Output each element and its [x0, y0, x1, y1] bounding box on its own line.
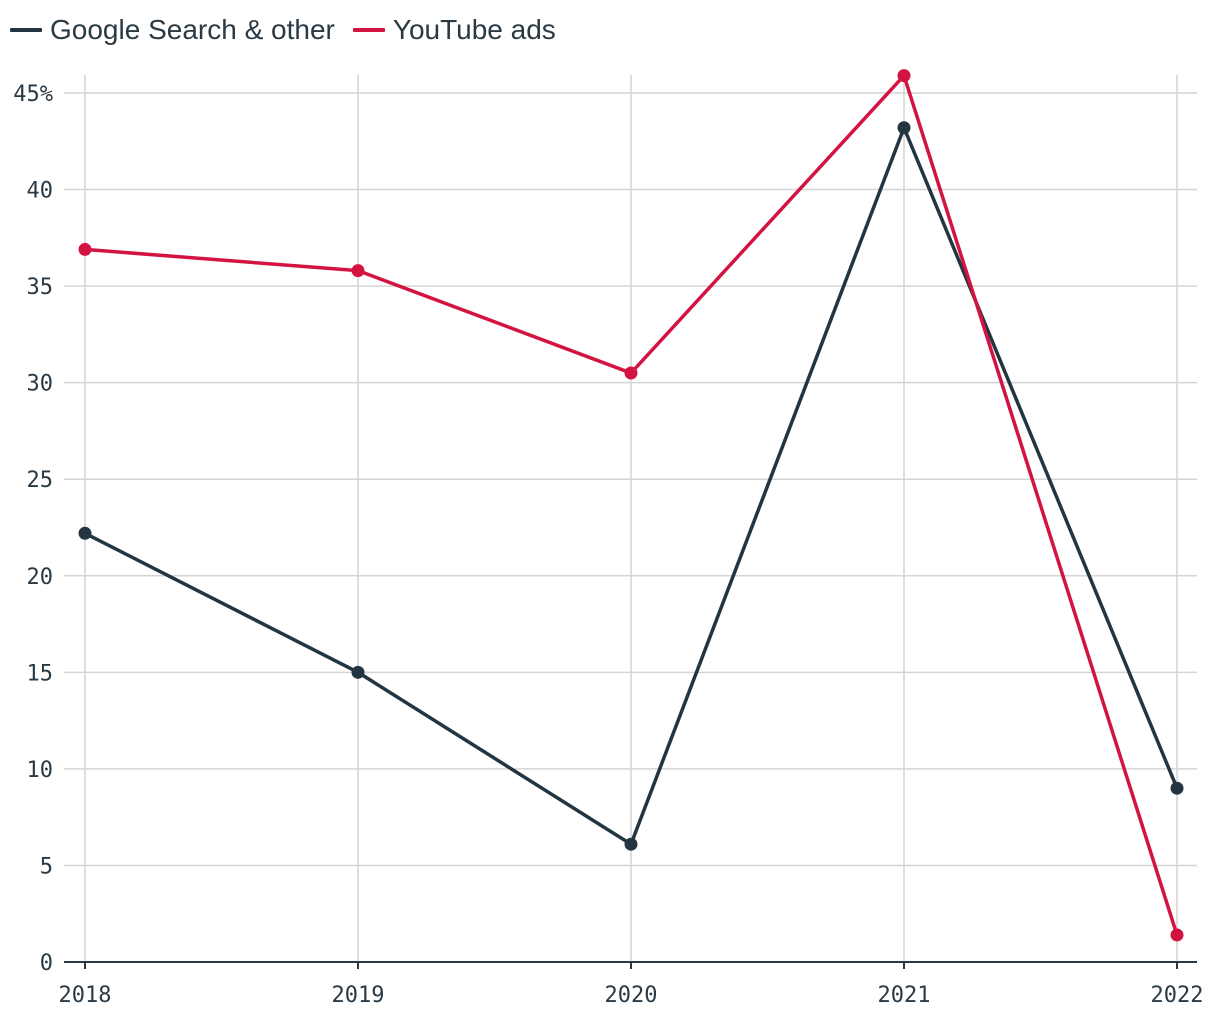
legend-item-google: Google Search & other	[10, 14, 335, 46]
legend-label-google: Google Search & other	[50, 14, 335, 45]
x-tick-label: 2018	[59, 983, 112, 1008]
legend-label-youtube: YouTube ads	[392, 14, 556, 45]
legend-item-youtube: YouTube ads	[352, 14, 556, 46]
y-tick-label: 45%	[13, 82, 53, 107]
x-tick-label: 2020	[605, 983, 658, 1008]
y-tick-label: 20	[27, 565, 54, 590]
y-tick-label: 25	[27, 468, 54, 493]
legend-swatch-google	[10, 28, 42, 32]
y-tick-label: 15	[27, 661, 54, 686]
data-point-series-1	[78, 242, 92, 256]
grid	[64, 75, 1197, 962]
y-tick-label: 5	[40, 854, 53, 879]
data-point-series-0	[78, 526, 92, 540]
y-tick-label: 40	[27, 179, 54, 204]
legend-swatch-youtube	[352, 28, 385, 32]
x-tick-label: 2019	[332, 983, 385, 1008]
axes: 0 5 10 15 20 25 30 35 40 45% 2018 2019 2020 2021 2022	[13, 82, 1203, 1008]
data-point-series-0	[1170, 781, 1184, 795]
legend: Google Search & other YouTube ads	[10, 14, 574, 46]
y-tick-label: 10	[27, 758, 54, 783]
data-point-series-1	[897, 69, 911, 83]
data-point-series-1	[1170, 928, 1184, 942]
y-tick-label: 0	[40, 951, 53, 976]
data-point-series-1	[351, 264, 365, 278]
y-tick-label: 35	[27, 275, 54, 300]
data-point-series-0	[624, 837, 638, 851]
x-tick-label: 2021	[878, 983, 931, 1008]
data-points	[78, 69, 1184, 942]
data-point-series-1	[624, 366, 638, 380]
x-tick-label: 2022	[1151, 983, 1204, 1008]
y-tick-label: 30	[27, 372, 54, 397]
data-point-series-0	[351, 665, 365, 679]
data-point-series-0	[897, 121, 911, 135]
